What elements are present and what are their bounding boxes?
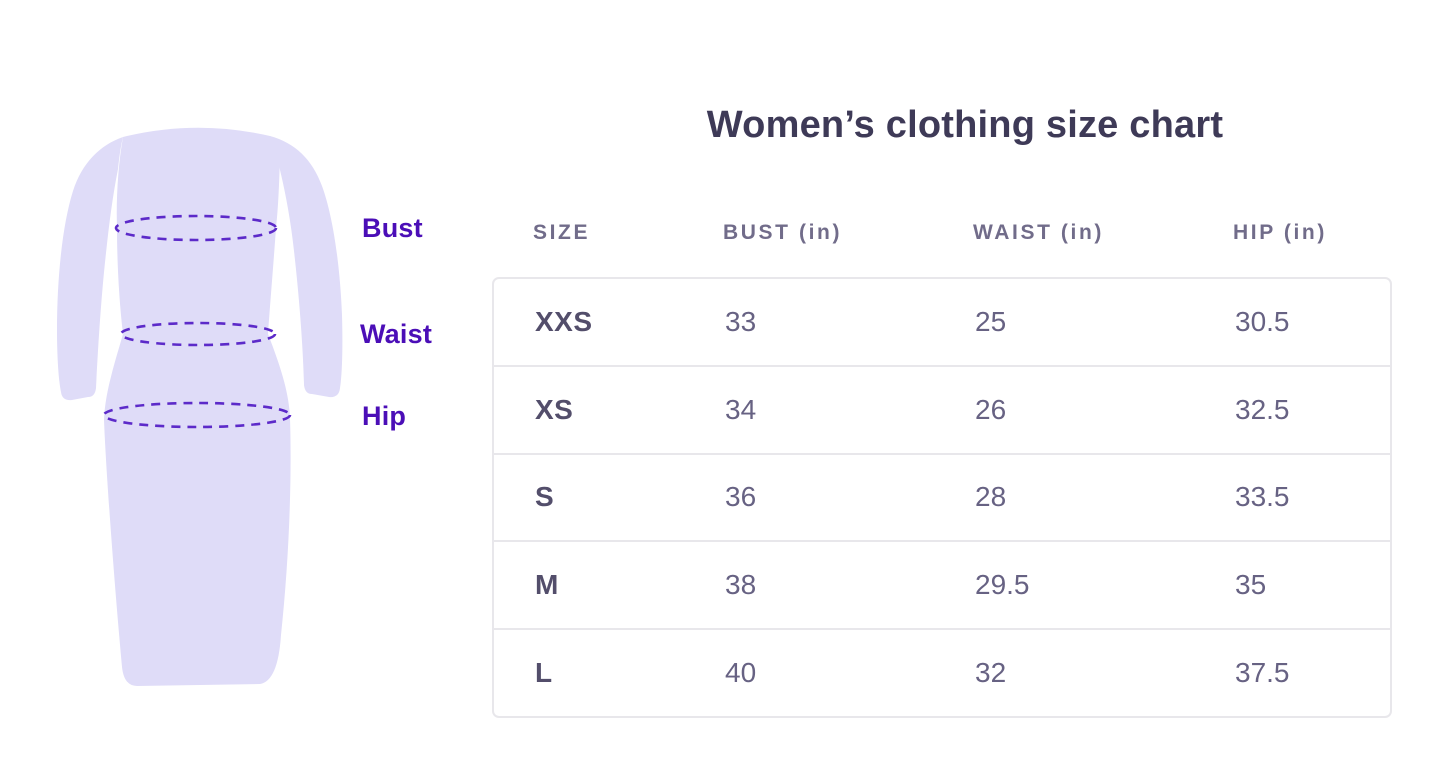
table-row-s: S 36 28 33.5 <box>494 452 1390 541</box>
hip-label: Hip <box>362 401 407 431</box>
table-header-row: SIZE BUST (in) WAIST (in) HIP (in) <box>492 219 1392 247</box>
waist-cell: 25 <box>975 305 1007 337</box>
bust-label: Bust <box>362 213 423 243</box>
table-row-xs: XS 34 26 32.5 <box>494 364 1390 453</box>
hip-cell: 37.5 <box>1235 657 1290 689</box>
size-cell: XXS <box>535 305 593 337</box>
waist-cell: 26 <box>975 393 1007 425</box>
dress-body-shape <box>104 127 291 686</box>
bust-cell: 34 <box>725 393 757 425</box>
bust-cell: 40 <box>725 657 757 689</box>
table-row-m: M 38 29.5 35 <box>494 540 1390 628</box>
hip-cell: 30.5 <box>1235 305 1290 337</box>
hip-cell: 35 <box>1235 569 1267 601</box>
hip-cell: 33.5 <box>1235 481 1290 513</box>
column-header-waist: WAIST (in) <box>973 221 1104 244</box>
column-header-size: SIZE <box>533 221 591 244</box>
hip-cell: 32.5 <box>1235 393 1290 425</box>
table-row-xxs: XXS 33 25 30.5 <box>494 279 1390 365</box>
dress-illustration <box>57 127 343 686</box>
dress-left-sleeve <box>57 137 123 401</box>
size-cell: L <box>535 657 553 689</box>
dress-right-sleeve <box>270 136 343 398</box>
waist-cell: 32 <box>975 657 1007 689</box>
bust-cell: 38 <box>725 569 757 601</box>
waist-cell: 28 <box>975 481 1007 513</box>
size-cell: S <box>535 481 555 513</box>
size-cell: M <box>535 569 559 601</box>
column-header-hip: HIP (in) <box>1233 221 1327 244</box>
bust-cell: 36 <box>725 481 757 513</box>
bust-measure-line <box>114 214 278 242</box>
bust-cell: 33 <box>725 305 757 337</box>
waist-measure-line <box>119 321 277 347</box>
page-title: Women’s clothing size chart <box>706 104 1224 146</box>
hip-measure-line <box>102 401 292 429</box>
table-row-l: L 40 32 37.5 <box>494 628 1390 716</box>
size-cell: XS <box>535 393 574 425</box>
column-header-bust: BUST (in) <box>723 221 843 244</box>
size-table: XXS 33 25 30.5 XS 34 26 32.5 S 36 28 33.… <box>492 277 1392 718</box>
waist-label: Waist <box>360 319 433 349</box>
waist-cell: 29.5 <box>975 569 1030 601</box>
